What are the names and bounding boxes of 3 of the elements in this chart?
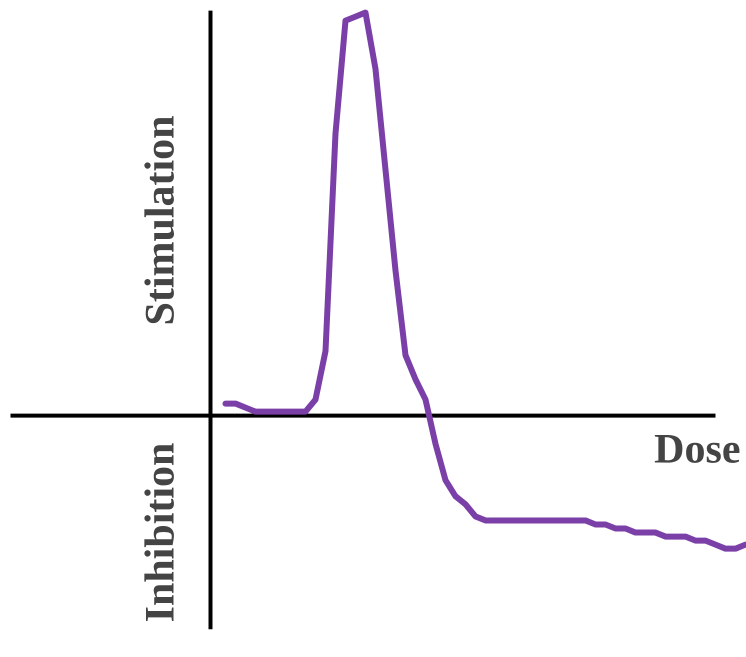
text: Stimulation bbox=[138, 115, 184, 326]
x-axis-title: Dose bbox=[654, 426, 741, 472]
text: Inhibition bbox=[138, 442, 184, 622]
